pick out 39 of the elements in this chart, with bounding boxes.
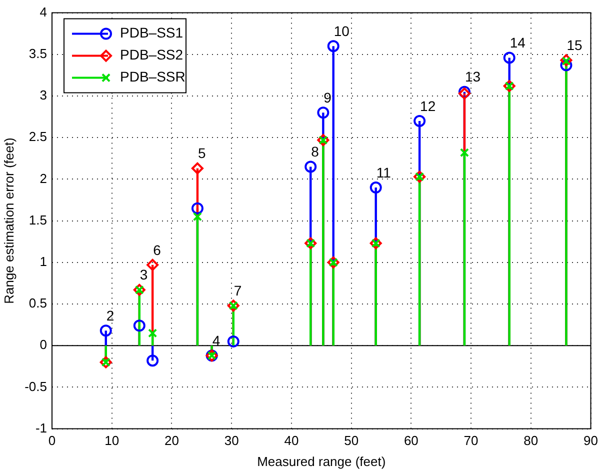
x-tick-label: 70 <box>464 433 478 448</box>
annotation: 15 <box>566 37 583 54</box>
annotation: 7 <box>234 282 242 299</box>
y-tick-label: -1 <box>35 420 47 436</box>
y-tick-label: 3 <box>40 88 47 103</box>
y-tick-label: -0.5 <box>24 378 47 394</box>
annotation: 11 <box>376 164 392 180</box>
x-tick-label: 30 <box>224 433 239 448</box>
x-tick-label: 50 <box>344 433 359 448</box>
y-tick-label: 0 <box>40 337 47 352</box>
y-tick-label: 2.5 <box>28 129 47 144</box>
legend-label: PDB–SS1 <box>120 24 184 41</box>
annotation: 4 <box>212 332 220 348</box>
x-tick-label: 40 <box>284 433 299 448</box>
annotation: 9 <box>324 90 332 106</box>
annotation: 14 <box>510 34 526 51</box>
annotation: 5 <box>198 145 206 162</box>
x-tick-label: 80 <box>524 433 538 448</box>
annotation: 6 <box>153 242 162 258</box>
y-tick-label: 2 <box>40 170 47 186</box>
legend-label: PDB–SSR <box>120 68 186 85</box>
annotation: 2 <box>106 307 114 324</box>
annotation: 8 <box>311 144 320 160</box>
y-tick-label: 4 <box>40 4 47 20</box>
y-tick-label: 1.5 <box>28 212 47 228</box>
annotation: 10 <box>334 22 350 39</box>
annotation: 12 <box>420 98 436 114</box>
legend-label: PDB–SS2 <box>120 46 184 63</box>
annotation: 13 <box>464 68 481 85</box>
y-tick-label: 1 <box>40 254 47 269</box>
x-axis-title: Measured range (feet) <box>257 454 386 469</box>
x-tick-label: 90 <box>584 433 598 448</box>
x-tick-label: 10 <box>104 433 120 448</box>
y-axis-title: Range estimation error (feet) <box>1 138 16 304</box>
x-tick-label: 60 <box>404 433 418 448</box>
y-tick-label: 0.5 <box>28 296 47 311</box>
x-tick-label: 20 <box>164 433 179 448</box>
annotation: 3 <box>140 266 148 283</box>
y-tick-label: 3.5 <box>28 46 47 61</box>
